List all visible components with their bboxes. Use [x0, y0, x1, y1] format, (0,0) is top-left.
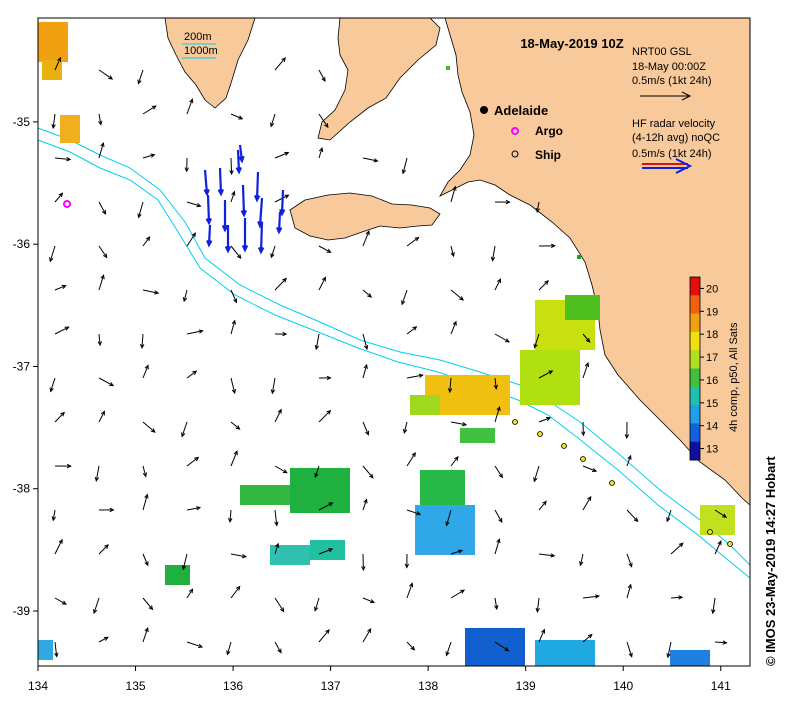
sst-patch [38, 640, 53, 660]
colorbar-tick-label: 13 [706, 444, 718, 456]
ship-position [728, 542, 733, 547]
colorbar-segment [690, 295, 700, 314]
ship-label: Ship [535, 148, 561, 162]
ship-position [581, 457, 586, 462]
copyright-notice: © IMOS 23-May-2019 14:27 Hobart [763, 646, 791, 666]
radar-scale-line1: HF radar velocity [632, 118, 716, 130]
hf-radar-arrow [257, 172, 258, 200]
ship-position [538, 432, 543, 437]
map-title: 18-May-2019 10Z [520, 36, 623, 51]
sst-patch [700, 505, 735, 535]
hf-radar-arrow [261, 222, 262, 252]
x-tick-label: 135 [126, 679, 146, 693]
colorbar-segment [690, 350, 700, 369]
colorbar-tick-label: 16 [706, 375, 718, 387]
x-tick-label: 136 [223, 679, 243, 693]
x-tick-label: 140 [613, 679, 633, 693]
model-scale-line1: NRT00 GSL [632, 46, 692, 58]
sst-patch [290, 468, 350, 513]
model-scale-line3: 0.5m/s (1kt 24h) [632, 75, 711, 87]
colorbar-segment [690, 405, 700, 424]
sst-patch [240, 485, 290, 505]
colorbar-tick-label: 18 [706, 329, 718, 341]
x-axis: 134 135 136 137 138 139 140 141 [28, 666, 731, 693]
colorbar-segment [690, 314, 700, 333]
sst-patch [465, 628, 525, 666]
x-tick-label: 141 [711, 679, 731, 693]
radar-scale-line2: (4-12h avg) noQC [632, 132, 720, 144]
colorbar-segment [690, 442, 700, 461]
x-tick-label: 134 [28, 679, 48, 693]
x-tick-label: 138 [418, 679, 438, 693]
colorbar-segment [690, 277, 700, 296]
colorbar-tick-label: 15 [706, 398, 718, 410]
x-tick-label: 139 [516, 679, 536, 693]
y-tick-label: -37 [13, 359, 31, 373]
sst-patch [577, 255, 581, 259]
model-scale-line2: 18-May 00:00Z [632, 61, 706, 73]
hf-radar-arrow [208, 195, 209, 223]
sst-patch [415, 505, 475, 555]
colorbar-segment [690, 387, 700, 406]
hf-radar-arrow [243, 185, 244, 215]
ship-position [513, 420, 518, 425]
sst-patch [520, 350, 580, 405]
ship-position [610, 481, 615, 486]
argo-label: Argo [535, 124, 563, 138]
sst-patch [60, 115, 80, 143]
sst-patch [535, 640, 595, 666]
sst-patch [310, 540, 345, 560]
colorbar-tick-label: 14 [706, 421, 718, 433]
adelaide-marker [480, 106, 488, 114]
y-tick-label: -35 [13, 115, 31, 129]
sst-patch [270, 545, 310, 565]
sst-patch [446, 66, 450, 70]
colorbar-segment [690, 332, 700, 351]
ship-position [708, 530, 713, 535]
contour-label-1000m: 1000m [184, 45, 218, 57]
ship-position [562, 444, 567, 449]
colorbar-segment [690, 423, 700, 442]
sst-patch [410, 395, 440, 415]
y-tick-label: -36 [13, 237, 31, 251]
colorbar-label: 4h comp, p50, All Sats [728, 322, 740, 432]
sst-patch [38, 22, 68, 62]
colorbar-tick-label: 19 [706, 306, 718, 318]
colorbar-tick-label: 17 [706, 352, 718, 364]
colorbar-tick-label: 20 [706, 283, 718, 295]
y-axis: -35 -36 -37 -38 -39 [13, 115, 38, 618]
sst-patch [165, 565, 190, 585]
radar-scale-line3: 0.5m/s (1kt 24h) [632, 148, 711, 160]
y-tick-label: -38 [13, 482, 31, 496]
sst-patch [565, 295, 600, 320]
sst-patch [42, 60, 62, 80]
y-tick-label: -39 [13, 604, 31, 618]
model-arrow [231, 158, 232, 174]
sst-patch [670, 650, 710, 666]
adelaide-label: Adelaide [494, 103, 548, 118]
sst-patch [420, 470, 465, 505]
colorbar-segment [690, 369, 700, 388]
contour-label-200m: 200m [184, 31, 212, 43]
sst-patch [460, 428, 495, 443]
x-tick-label: 137 [321, 679, 341, 693]
